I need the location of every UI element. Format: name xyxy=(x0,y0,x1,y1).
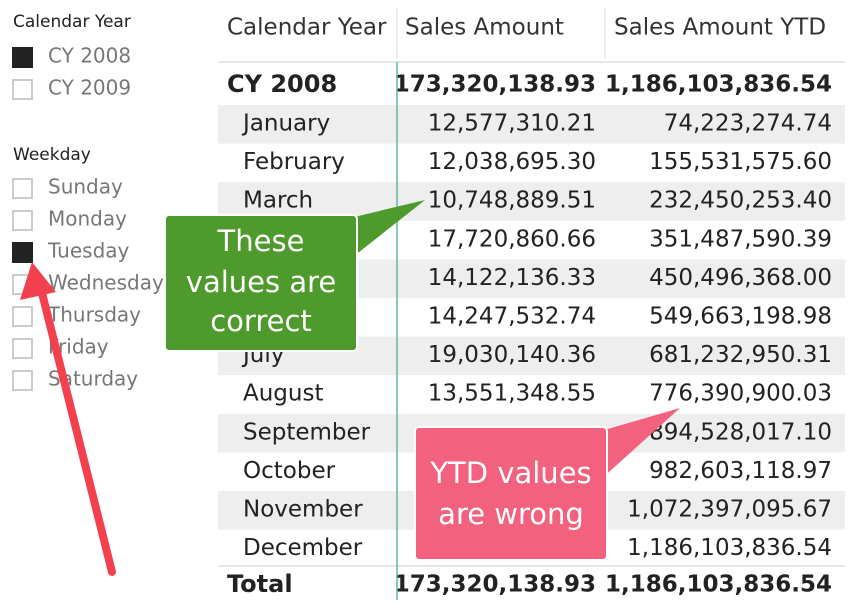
callout-box xyxy=(414,426,608,561)
column-header: Calendar Year xyxy=(227,15,387,41)
slicer-item[interactable]: CY 2008 xyxy=(48,44,131,68)
checkbox[interactable] xyxy=(12,306,33,327)
slicer-item[interactable]: Wednesday xyxy=(48,271,164,295)
slicer-item[interactable]: CY 2009 xyxy=(48,76,131,100)
sales-ytd: 681,232,950.31 xyxy=(649,342,832,368)
row-label: February xyxy=(243,149,345,175)
row-label: March xyxy=(243,188,313,214)
sales-ytd: 549,663,198.98 xyxy=(649,304,832,330)
sales-amount: 14,122,136.33 xyxy=(428,265,596,291)
row-label: December xyxy=(243,535,363,561)
sales-ytd: 1,186,103,836.54 xyxy=(605,72,832,98)
sales-amount: 173,320,138.93 xyxy=(394,572,596,598)
slicer-item[interactable]: Monday xyxy=(48,207,127,231)
row-label: November xyxy=(243,497,363,523)
sales-ytd: 1,186,103,836.54 xyxy=(605,572,832,598)
row-label: September xyxy=(243,419,371,445)
callout-text: YTD values xyxy=(429,456,591,490)
arrow-head xyxy=(20,262,56,300)
sales-ytd: 74,223,274.74 xyxy=(664,111,832,137)
checkbox[interactable] xyxy=(12,178,33,199)
callout-text: correct xyxy=(210,304,312,338)
row-label: January xyxy=(241,111,330,137)
checkbox[interactable] xyxy=(12,242,33,263)
checkbox[interactable] xyxy=(12,338,33,359)
row-label: CY 2008 xyxy=(227,70,337,98)
checkbox[interactable] xyxy=(12,79,33,100)
arrow-shaft xyxy=(36,281,116,576)
row-label: August xyxy=(243,381,324,407)
callout-box xyxy=(164,214,358,352)
checkbox[interactable] xyxy=(12,47,33,68)
sales-ytd: 1,186,103,836.54 xyxy=(627,535,832,561)
sales-ytd: 894,528,017.10 xyxy=(649,419,832,445)
sales-ytd: 155,531,575.60 xyxy=(649,149,832,175)
sales-ytd: 1,072,397,095.67 xyxy=(627,497,832,523)
row-band xyxy=(218,105,845,144)
slicer-title: Weekday xyxy=(13,145,91,165)
column-header: Sales Amount xyxy=(405,15,564,41)
row-label: Total xyxy=(227,570,293,598)
callout-text: values are xyxy=(186,265,336,299)
sales-amount: 10,748,889.51 xyxy=(428,188,596,214)
row-label: October xyxy=(243,458,336,484)
sales-amount: 17,720,860.66 xyxy=(428,226,596,252)
callout-text: are wrong xyxy=(438,497,584,531)
sales-amount: 12,038,695.30 xyxy=(428,149,596,175)
sales-amount: 12,577,310.21 xyxy=(428,111,596,137)
slicer-item[interactable]: Tuesday xyxy=(47,239,130,263)
checkbox[interactable] xyxy=(12,210,33,231)
sales-amount: 14,247,532.74 xyxy=(428,304,596,330)
callout-text: These xyxy=(217,224,305,258)
sales-amount: 13,551,348.55 xyxy=(428,381,596,407)
slicer-item[interactable]: Thursday xyxy=(47,303,141,327)
sales-amount: 19,030,140.36 xyxy=(428,342,596,368)
column-header: Sales Amount YTD xyxy=(614,15,826,41)
sales-ytd: 450,496,368.00 xyxy=(649,265,832,291)
sales-ytd: 982,603,118.97 xyxy=(649,458,832,484)
sales-ytd: 351,487,590.39 xyxy=(649,226,832,252)
sales-ytd: 776,390,900.03 xyxy=(649,381,832,407)
checkbox[interactable] xyxy=(12,370,33,391)
slicer-item[interactable]: Sunday xyxy=(48,175,123,199)
sales-amount: 173,320,138.93 xyxy=(394,72,596,98)
slicer-title: Calendar Year xyxy=(13,12,131,32)
sales-ytd: 232,450,253.40 xyxy=(649,188,832,214)
